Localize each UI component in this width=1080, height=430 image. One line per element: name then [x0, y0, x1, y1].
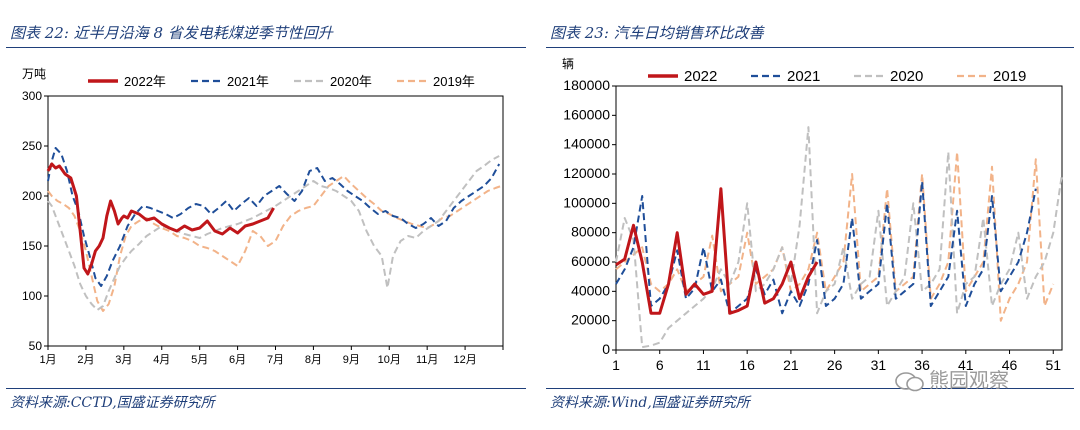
x-tick-label: 21: [783, 357, 799, 373]
x-tick-label: 9月: [343, 354, 360, 366]
y-tick-label: 0: [602, 341, 610, 357]
left-figure-title: 图表 22: 近半月沿海 8 省发电耗煤逆季节性回升: [10, 24, 333, 42]
y-tick-label: 80000: [571, 224, 610, 240]
watermark-text: 熊园观察: [929, 368, 1009, 392]
y-tick-label: 250: [22, 139, 42, 153]
y-tick-label: 140000: [563, 136, 610, 152]
y-tick-label: 200: [22, 189, 42, 203]
x-tick-label: 2月: [77, 354, 94, 366]
series-line-2021年: [47, 147, 501, 287]
left-title-rule: [6, 47, 526, 48]
legend-label: 2022年: [124, 74, 166, 89]
x-tick-label: 6月: [229, 354, 246, 366]
right-title-rule: [546, 47, 1074, 48]
y-tick-label: 40000: [571, 282, 610, 298]
y-tick-label: 20000: [571, 312, 610, 328]
y-tick-label: 60000: [571, 253, 610, 269]
y-tick-label: 50: [29, 339, 43, 353]
x-tick-label: 5月: [191, 354, 208, 366]
series-line-2019: [615, 151, 1055, 322]
y-unit-label: 辆: [562, 57, 574, 71]
legend-label: 2019: [993, 68, 1026, 85]
x-tick-label: 8月: [305, 354, 322, 366]
series-line-2022: [615, 187, 819, 315]
legend-label: 2019年: [433, 74, 475, 89]
x-tick-label: 10月: [378, 354, 401, 366]
x-tick-label: 1月: [39, 354, 56, 366]
series-line-2020: [615, 126, 1063, 349]
x-tick-label: 16: [739, 357, 755, 373]
x-tick-label: 41: [958, 357, 974, 373]
x-tick-label: 6: [656, 357, 664, 373]
y-tick-label: 100: [22, 289, 42, 303]
right-chart: 辆 0 20000 40000 60000 80000 100000 120000 140000…: [562, 57, 1063, 373]
x-tick-label: 3月: [115, 354, 132, 366]
legend-label: 2022: [684, 68, 717, 85]
series-line-2020年: [47, 155, 500, 311]
y-tick-label: 300: [22, 89, 42, 103]
right-source-text: 资料来源:Wind,国盛证券研究所: [550, 395, 750, 411]
y-tick-label: 160000: [563, 106, 610, 122]
left-source-text: 资料来源:CCTD,国盛证券研究所: [10, 395, 215, 411]
x-tick-label: 11月: [416, 354, 438, 366]
legend-label: 2021: [787, 68, 820, 85]
y-tick-label: 150: [22, 239, 42, 253]
series-line-2019年: [47, 175, 502, 312]
left-source-rule: [6, 388, 526, 389]
left-figure-panel: 图表 22: 近半月沿海 8 省发电耗煤逆季节性回升 万吨 50 100 150 200…: [0, 0, 532, 430]
x-tick-label: 26: [827, 357, 843, 373]
y-tick-label: 180000: [563, 77, 610, 93]
x-tick-label: 36: [914, 357, 930, 373]
series-line-2021: [615, 180, 1037, 315]
legend-label: 2021年: [227, 74, 269, 89]
x-tick-label: 12月: [453, 354, 476, 366]
right-source-rule: [546, 388, 1074, 389]
y-tick-label: 120000: [563, 165, 610, 181]
x-tick-label: 51: [1045, 357, 1061, 373]
wechat-icon: [895, 371, 924, 391]
legend-label: 2020: [890, 68, 923, 85]
x-tick-label: 7月: [267, 354, 284, 366]
plot-frame: [615, 85, 1063, 351]
y-tick-label: 100000: [563, 194, 610, 210]
x-tick-label: 11: [696, 357, 711, 373]
left-chart: 万吨 50 100 150 200 250 300 1月 2月 3月 4月 5月 6月 7月 8月 9月 10月…: [22, 67, 504, 366]
series-line-2022年: [46, 162, 275, 276]
legend-label: 2020年: [330, 74, 372, 89]
x-tick-label: 46: [1002, 357, 1018, 373]
right-figure-panel: 图表 23: 汽车日均销售环比改善 辆 0 20000 40000 60000 80000…: [540, 0, 1080, 430]
right-figure-title: 图表 23: 汽车日均销售环比改善: [550, 24, 764, 42]
x-tick-label: 4月: [153, 354, 170, 366]
watermark: 熊园观察: [895, 364, 1009, 393]
x-tick-label: 31: [871, 357, 887, 373]
y-unit-label: 万吨: [22, 67, 46, 81]
x-tick-label: 1: [612, 357, 620, 373]
